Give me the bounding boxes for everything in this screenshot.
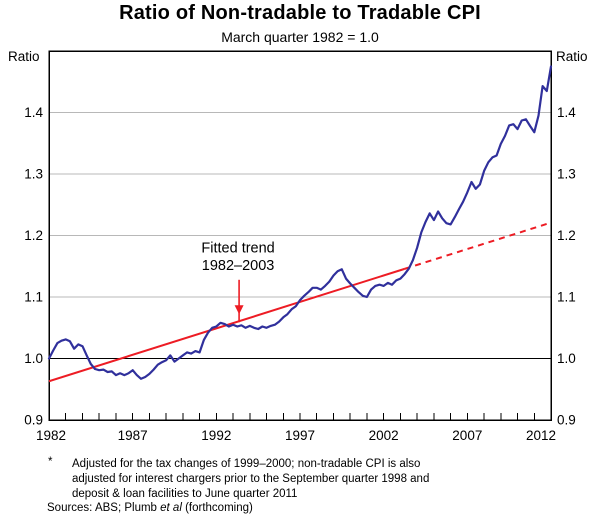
x-tick-label: 2007 — [452, 428, 482, 443]
sources-suffix: (forthcoming) — [181, 502, 253, 514]
footnote-line: deposit & loan facilities to June quarte… — [72, 488, 298, 500]
y-tick-label-right: 1.1 — [557, 290, 576, 305]
footnote-line: Adjusted for the tax changes of 1999–200… — [72, 458, 421, 470]
y-tick-label-left: 1.0 — [24, 351, 43, 366]
x-tick-label: 1992 — [201, 428, 231, 443]
footnote-marker: * — [48, 456, 53, 468]
cpi-ratio-line — [47, 65, 553, 380]
x-tick-label: 2012 — [526, 428, 556, 443]
y-tick-label-left: 1.3 — [24, 167, 43, 182]
y-tick-label-left: 0.9 — [24, 413, 43, 428]
x-tick-label: 1982 — [36, 428, 66, 443]
y-tick-label-right: 1.3 — [557, 167, 576, 182]
annotation-arrow-head — [234, 305, 244, 315]
y-tick-label-left: 1.4 — [24, 105, 43, 120]
y-tick-label-right: 1.2 — [557, 228, 576, 243]
y-tick-label-right: 1.4 — [557, 105, 576, 120]
y-axis-label-right: Ratio — [556, 49, 588, 64]
annotation-line2: 1982–2003 — [202, 258, 275, 274]
x-tick-label: 2002 — [369, 428, 399, 443]
chart-subtitle: March quarter 1982 = 1.0 — [221, 29, 379, 45]
trend-line-dashed — [404, 221, 552, 270]
annotation-line1: Fitted trend — [201, 241, 274, 257]
footnote-text: Adjusted for the tax changes of 1999–200… — [72, 457, 542, 502]
chart-title: Ratio of Non-tradable to Tradable CPI — [119, 2, 481, 24]
y-tick-label-right: 0.9 — [557, 413, 576, 428]
y-tick-label-left: 1.1 — [24, 290, 43, 305]
y-tick-label-right: 1.0 — [557, 351, 576, 366]
y-tick-label-left: 1.2 — [24, 228, 43, 243]
y-axis-label-left: Ratio — [8, 49, 40, 64]
x-tick-label: 1987 — [118, 428, 148, 443]
sources-italic: et al — [160, 502, 182, 514]
plot-border — [48, 50, 552, 421]
footnote-line: adjusted for interest chargers prior to … — [72, 473, 430, 485]
sources-prefix: Sources: ABS; Plumb — [47, 502, 161, 514]
sources-line: Sources: ABS; Plumb et al (forthcoming) — [47, 502, 253, 514]
x-tick-label: 1997 — [285, 428, 315, 443]
